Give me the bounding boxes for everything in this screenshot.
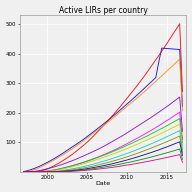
Title: Active LIRs per country: Active LIRs per country — [59, 6, 147, 15]
X-axis label: Date: Date — [95, 181, 111, 186]
